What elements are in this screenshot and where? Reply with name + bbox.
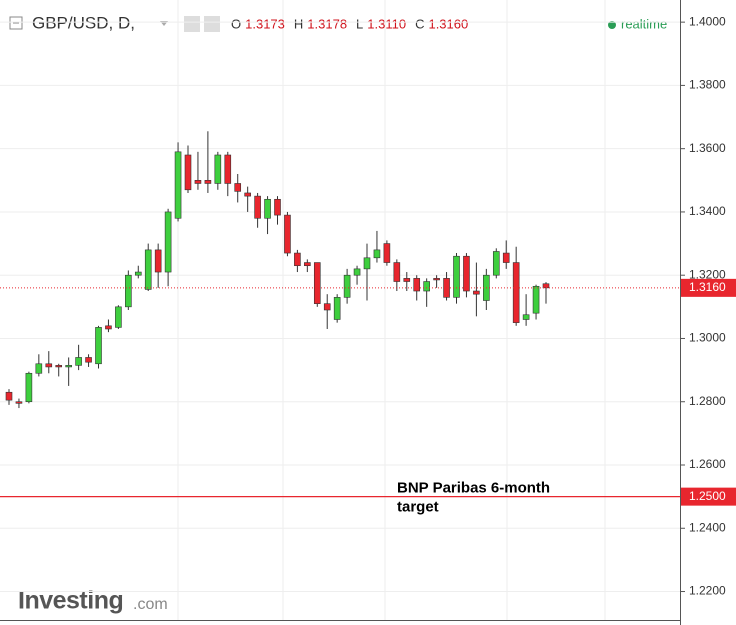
candle-body [343, 274, 351, 298]
candle-body [463, 255, 470, 292]
symbol: GBP/USD, D, [32, 13, 135, 32]
logo-suffix: .com [133, 596, 168, 613]
candle-body [45, 363, 53, 368]
target-price-tag [681, 487, 736, 506]
candle-body [174, 151, 182, 219]
candle-body [333, 297, 341, 320]
y-tick-label: 1.2800 [689, 394, 726, 408]
candle-body [323, 303, 331, 311]
ohlc-key: L [356, 16, 363, 31]
y-tick-label: 1.3400 [689, 204, 726, 218]
ohlc-value: 1.3178 [307, 16, 347, 31]
candle-body [65, 365, 72, 368]
candle-body [443, 278, 450, 298]
candle-body [294, 252, 301, 267]
ohlc-key: H [294, 16, 303, 31]
y-tick-label: 1.2600 [689, 457, 726, 471]
candle-body [542, 283, 550, 289]
candle-body [274, 198, 281, 216]
candle-body [284, 214, 291, 254]
y-tick-label: 1.3200 [689, 267, 726, 281]
last-price-label: 1.3160 [689, 280, 726, 294]
target-annotation: BNP Paribas 6-month [397, 480, 550, 497]
candle-body [473, 290, 480, 295]
y-tick-label: 1.3000 [689, 331, 726, 345]
candle-body [105, 325, 112, 330]
candle-body [532, 285, 540, 314]
eye-icon[interactable] [184, 16, 200, 32]
candle-body [194, 180, 202, 184]
candle-body [313, 262, 321, 304]
candle-body [224, 154, 232, 184]
y-tick-label: 1.2200 [689, 584, 726, 598]
candle-body [264, 198, 271, 219]
candle-body [214, 154, 222, 184]
candle-body [433, 278, 440, 281]
candle-body [5, 391, 13, 401]
candle-body [453, 255, 460, 298]
target-annotation: target [397, 499, 439, 516]
ohlc-key: O [231, 16, 241, 31]
y-tick-label: 1.3600 [689, 141, 726, 155]
candle-body [35, 363, 43, 374]
realtime-label: realtime [621, 16, 667, 31]
candle-body [55, 365, 63, 368]
candle-body [512, 262, 520, 323]
candle-body [403, 278, 411, 282]
y-tick-label: 1.2400 [689, 520, 726, 534]
candle-body [522, 314, 530, 320]
logo-brand: Investing [18, 587, 123, 615]
candle-body [115, 306, 122, 328]
last-price-tag [681, 278, 736, 297]
ohlc-value: 1.3160 [428, 16, 468, 31]
realtime-dot [608, 21, 616, 29]
candle-body [363, 257, 371, 270]
candle-body [413, 278, 421, 292]
collapse-icon[interactable] [9, 16, 23, 30]
candle-body [154, 249, 162, 273]
y-tick-label: 1.4000 [689, 14, 726, 28]
settings-icon[interactable] [204, 16, 220, 32]
candle-body [234, 183, 242, 192]
candle-body [492, 251, 500, 276]
ohlc-header: O 1.3173 H 1.3178 L 1.3110 C 1.3160 [231, 16, 468, 31]
candle-body [85, 357, 92, 363]
candle-body [373, 249, 381, 259]
candle-body [95, 327, 102, 365]
y-tick-label: 1.3800 [689, 78, 726, 92]
ohlc-value: 1.3110 [367, 16, 406, 31]
vertical-grid [177, 0, 606, 620]
candle-body [304, 262, 311, 267]
candle-body [144, 249, 152, 290]
candle-body [244, 192, 251, 197]
candle-body [383, 243, 391, 263]
ohlc-key: C [415, 16, 424, 31]
candle-body [254, 195, 261, 219]
candle-body [502, 252, 510, 263]
candle-body [15, 401, 23, 404]
candle-body [204, 180, 212, 184]
candle-body [25, 372, 33, 403]
candle-body [75, 357, 82, 366]
candle-body [125, 274, 132, 308]
candle-body [393, 262, 401, 282]
target-price-label: 1.2500 [689, 489, 726, 503]
candle-body [353, 268, 361, 276]
candle-body [164, 211, 172, 273]
candle-body [134, 271, 142, 276]
candle-body [423, 281, 430, 292]
ohlc-value: 1.3173 [245, 16, 285, 31]
candle-body [184, 154, 192, 191]
